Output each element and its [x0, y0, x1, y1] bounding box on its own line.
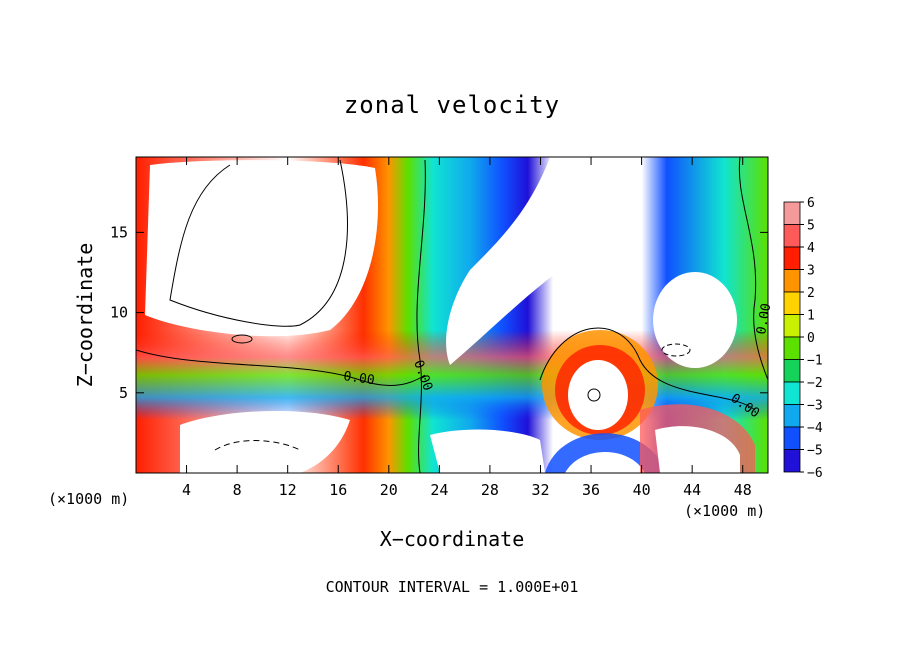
- x-tick-label: 24: [430, 481, 448, 499]
- y-tick-label: 15: [110, 223, 128, 241]
- y-tick-label: 5: [119, 384, 128, 402]
- colorbar-label: 4: [807, 241, 815, 256]
- x-axis-ticks: 4 8 12 16 20 24 28 32 36 40 44 48: [182, 157, 752, 499]
- x-tick-label: 32: [531, 481, 549, 499]
- white-region-upper-left: [145, 160, 378, 337]
- colorbar-label: −6: [807, 466, 823, 481]
- colorbar-swatch: [783, 381, 801, 405]
- colorbar-swatch: [783, 426, 801, 450]
- x-tick-label: 16: [329, 481, 347, 499]
- colorbar: 6 5 4 3 2 1 0 −1 −2 −3 −4 −5 −6: [783, 196, 823, 481]
- colorbar-swatch: [783, 336, 801, 360]
- contour-line-zero-mid: [416, 159, 426, 473]
- colorbar-label: 1: [807, 309, 815, 324]
- colorbar-swatch: [783, 269, 801, 293]
- colorbar-label: −4: [807, 421, 823, 436]
- contour-labels: 0.00 0.00 0.00 0.00: [342, 302, 774, 421]
- white-region-lower-left: [180, 410, 350, 473]
- contour-core-loop: [587, 388, 601, 402]
- chart-title: zonal velocity: [344, 91, 560, 119]
- colorbar-label: −3: [807, 399, 823, 414]
- white-patch-lower-right: [655, 426, 740, 473]
- y-axis-label: Z−coordinate: [73, 243, 97, 388]
- heatmap-field: [136, 157, 768, 473]
- colorbar-label: 3: [807, 264, 815, 279]
- x-tick-label: 36: [582, 481, 600, 499]
- x-tick-label: 44: [683, 481, 701, 499]
- plot-frame: [135, 156, 769, 474]
- colorbar-swatch: [783, 291, 801, 315]
- colorbar-swatch: [783, 201, 801, 225]
- colorbar-label: 2: [807, 286, 815, 301]
- white-core: [568, 360, 628, 430]
- contour-dashed-lower: [214, 440, 301, 451]
- colorbar-swatch: [783, 359, 801, 383]
- x-tick-label: 20: [380, 481, 398, 499]
- colorbar-label: −2: [807, 376, 823, 391]
- white-region-right: [653, 272, 737, 368]
- x-tick-label: 8: [233, 481, 242, 499]
- contour-line-zero-left: [136, 349, 426, 386]
- colorbar-label: −1: [807, 354, 823, 369]
- contour-label: 0.00: [754, 302, 774, 335]
- x-unit-left: (×1000 m): [48, 490, 129, 508]
- contour-small-loop: [231, 334, 253, 344]
- x-tick-label: 40: [633, 481, 651, 499]
- x-tick-label: 12: [279, 481, 297, 499]
- colorbar-swatch: [783, 314, 801, 338]
- contour-dashed-right: [661, 343, 691, 357]
- contour-line-right: [738, 157, 768, 381]
- y-axis-ticks: 5 10 15: [110, 223, 768, 402]
- contour-label: 0.00: [342, 369, 375, 388]
- x-tick-label: 28: [481, 481, 499, 499]
- colorbar-label: 5: [807, 219, 815, 234]
- contour-line-upper-left: [169, 159, 348, 327]
- y-tick-label: 10: [110, 304, 128, 322]
- colorbar-label: 6: [807, 196, 815, 211]
- colorbar-label: −5: [807, 444, 823, 459]
- white-arc-bottom: [565, 452, 645, 473]
- x-tick-label: 4: [182, 481, 191, 499]
- x-axis-label: X−coordinate: [380, 527, 525, 551]
- colorbar-swatch: [783, 246, 801, 270]
- x-unit-right: (×1000 m): [684, 502, 765, 520]
- contour-line-ring: [539, 327, 756, 411]
- colorbar-swatch: [783, 449, 801, 473]
- white-region-upper-right: [446, 157, 640, 365]
- colorbar-label: 0: [807, 331, 815, 346]
- x-tick-label: 48: [734, 481, 752, 499]
- white-region-lower-mid: [430, 429, 545, 473]
- colorbar-swatch: [783, 224, 801, 248]
- contour-interval-note: CONTOUR INTERVAL = 1.000E+01: [326, 578, 579, 596]
- colorbar-swatch: [783, 404, 801, 428]
